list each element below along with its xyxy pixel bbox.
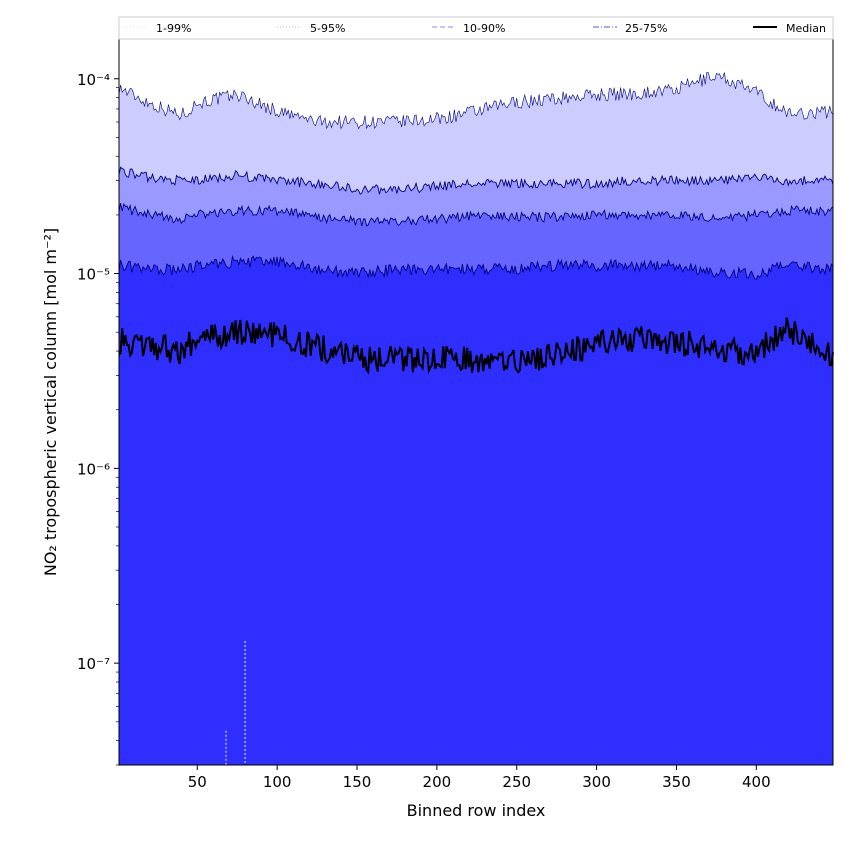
legend-label-1: 1-99% [156,22,191,35]
legend-label-2: 5-95% [310,22,345,35]
low-percentile-spikes [225,640,246,765]
legend-label-3: 10-90% [463,22,505,35]
y-tick-label-3: 10⁻⁴ [77,71,110,89]
y-tick-label-0: 10⁻⁷ [77,655,110,673]
x-tick-label-250: 250 [502,773,531,791]
band-below-25 [119,256,833,765]
x-axis: 50 100 150 200 250 300 350 400 [188,765,771,791]
x-tick-label-50: 50 [188,773,207,791]
legend-label-4: 25-75% [625,22,667,35]
line-95 [118,71,834,130]
x-tick-label-150: 150 [343,773,372,791]
y-tick-label-2: 10⁻⁵ [77,266,110,284]
line-90 [118,166,834,195]
x-tick-label-350: 350 [662,773,691,791]
y-axis: 10⁻⁷ 10⁻⁶ 10⁻⁵ 10⁻⁴ [77,71,119,766]
legend-box [118,16,834,40]
x-tick-label-300: 300 [582,773,611,791]
y-axis-label: NO₂ tropospheric vertical column [mol m⁻… [41,228,60,576]
x-tick-label-200: 200 [423,773,452,791]
y-tick-label-1: 10⁻⁶ [77,460,110,478]
legend-label-5: Median [786,22,826,35]
band-areas [119,72,833,766]
series-lines [118,71,834,375]
line-25 [118,254,834,280]
x-tick-label-100: 100 [263,773,292,791]
line-75 [118,202,834,227]
median-line [118,317,834,375]
legend: 1-99% 5-95% 10-90% 25-75% Median [118,16,834,40]
x-tick-label-400: 400 [742,773,771,791]
x-axis-label: Binned row index [407,801,546,820]
